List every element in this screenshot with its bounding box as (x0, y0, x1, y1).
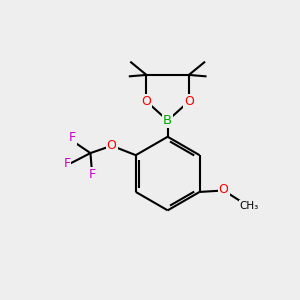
Text: O: O (107, 139, 117, 152)
Text: CH₃: CH₃ (240, 201, 259, 211)
Text: B: B (163, 114, 172, 127)
Text: F: F (63, 157, 70, 170)
Text: F: F (69, 131, 76, 144)
Text: O: O (142, 95, 152, 108)
Text: O: O (184, 95, 194, 108)
Text: O: O (219, 182, 229, 196)
Text: F: F (88, 168, 95, 182)
